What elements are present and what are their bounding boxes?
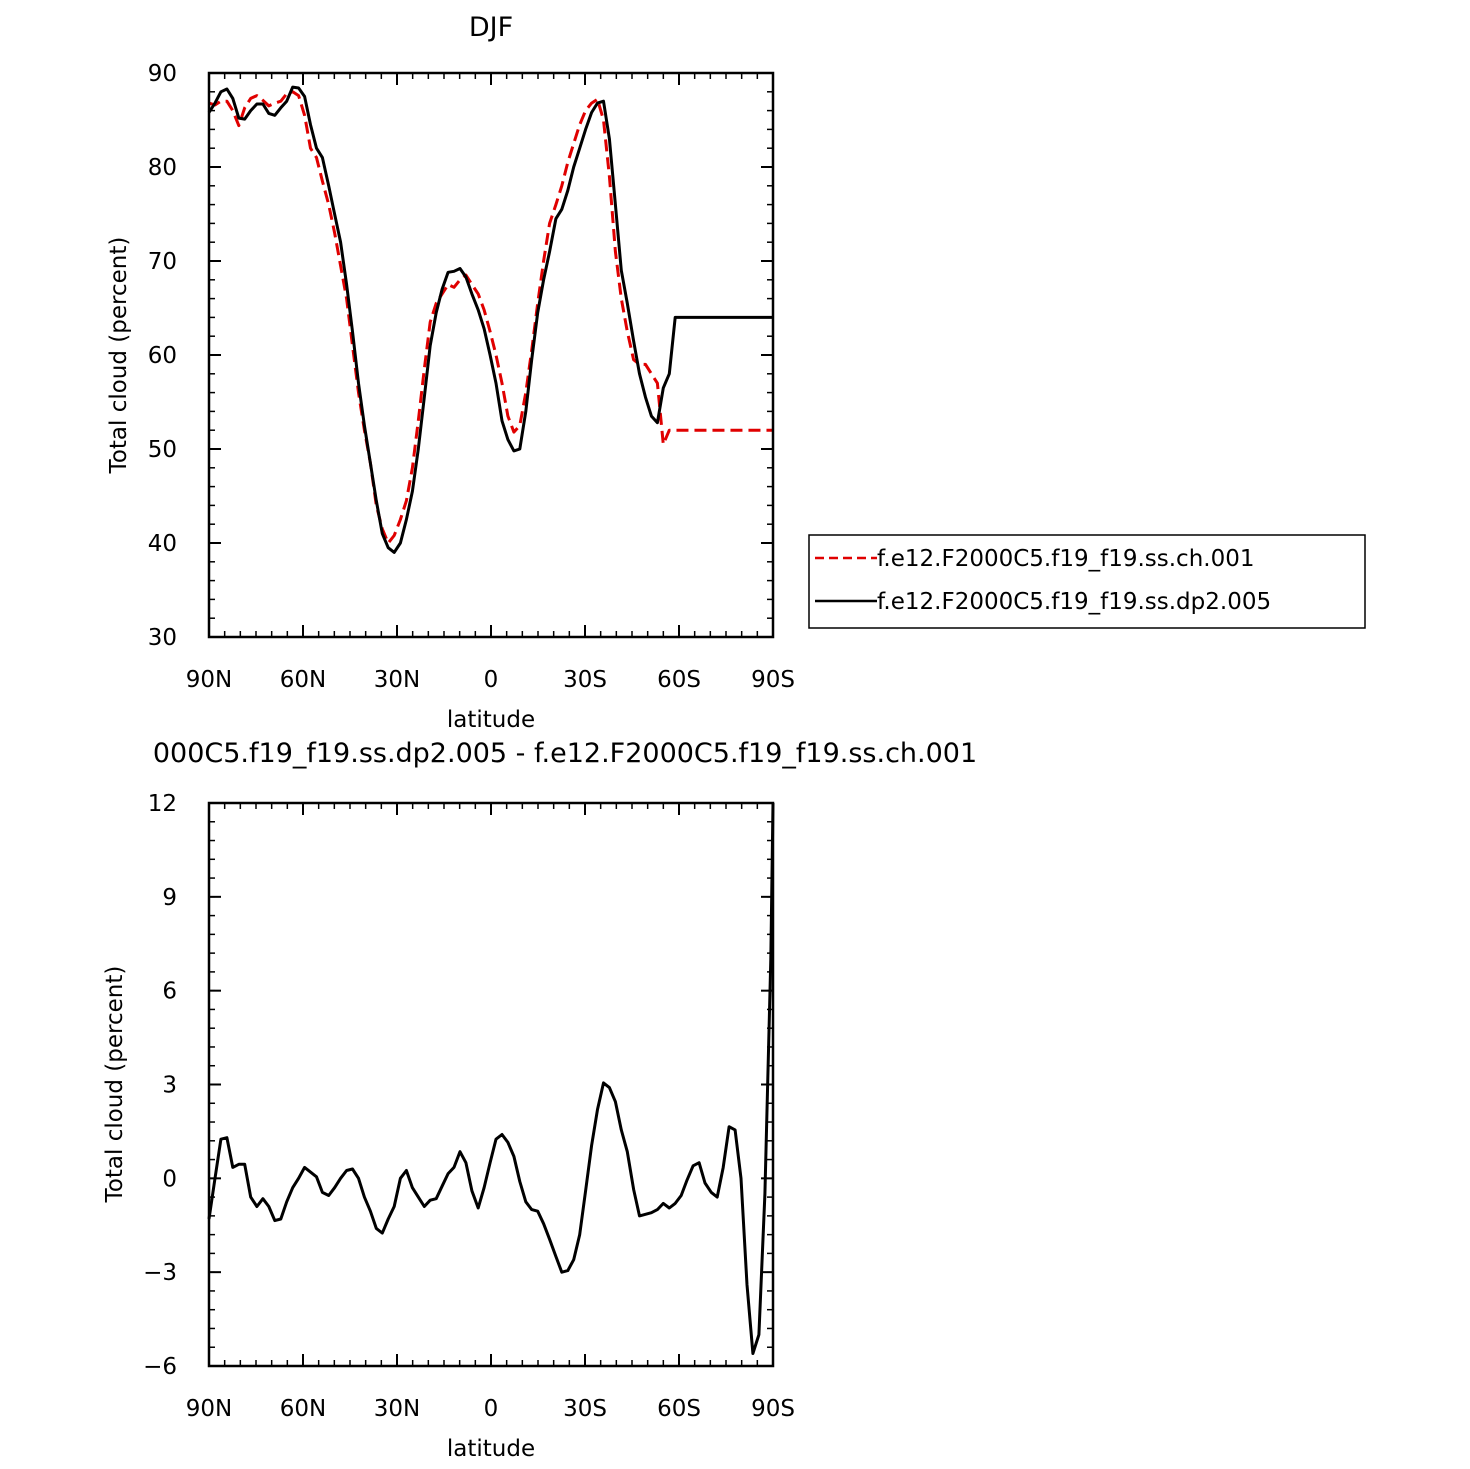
y-tick-label: 60 (148, 343, 177, 369)
x-tick-label: 90S (751, 1396, 795, 1422)
y-tick-label: 0 (162, 1166, 177, 1192)
x-axis-label: latitude (447, 707, 535, 733)
series-line-1 (208, 90, 773, 545)
y-tick-label: 3 (162, 1073, 177, 1099)
chart-title: DJF (469, 12, 513, 43)
y-tick-label: 9 (162, 885, 177, 911)
x-tick-label: 90N (186, 1396, 232, 1422)
x-tick-label: 30N (374, 667, 420, 693)
y-tick-label: 80 (148, 155, 177, 181)
legend-label-ch001: f.e12.F2000C5.f19_f19.ss.ch.001 (877, 546, 1254, 572)
x-tick-label: 60N (280, 667, 326, 693)
x-tick-label: 90S (751, 667, 795, 693)
y-tick-label: 50 (148, 437, 177, 463)
x-tick-label: 0 (484, 1396, 499, 1422)
series-lines (207, 802, 775, 1355)
plot-frame (207, 801, 775, 1368)
x-axis-label: latitude (447, 1436, 535, 1462)
legend-label-dp2005: f.e12.F2000C5.f19_f19.ss.dp2.005 (877, 589, 1271, 615)
legend-box (808, 534, 1366, 629)
series-line-1 (207, 802, 775, 1355)
top-line-chart: DJF Total cloud (percent) latitude 90N 60… (106, 12, 1366, 733)
y-tick-label: −3 (143, 1260, 177, 1286)
x-tick-label: 30S (563, 667, 607, 693)
axis-ticks: 90N 60N 30N 0 30S 60S 90S 30 40 50 60 70 80 90 (148, 61, 795, 693)
y-tick-label: 70 (148, 249, 177, 275)
plot-frame (207, 71, 775, 639)
y-axis-label: Total cloud (percent) (106, 237, 132, 475)
y-axis-label: Total cloud (percent) (102, 966, 128, 1204)
y-tick-label: 12 (148, 791, 177, 817)
y-tick-label: 40 (148, 531, 177, 557)
y-tick-label: 30 (148, 625, 177, 651)
axis-ticks: 90N 60N 30N 0 30S 60S 90S −6 −3 0 3 6 9 12 (143, 791, 795, 1422)
x-tick-label: 90N (186, 667, 232, 693)
x-tick-label: 60S (657, 1396, 701, 1422)
x-tick-label: 30S (563, 1396, 607, 1422)
series-lines (207, 85, 773, 554)
x-tick-label: 0 (484, 667, 499, 693)
legend: f.e12.F2000C5.f19_f19.ss.ch.001 f.e12.F2… (808, 534, 1366, 629)
y-tick-label: 90 (148, 61, 177, 87)
bottom-difference-chart: 000C5.f19_f19.ss.dp2.005 - f.e12.F2000C5… (102, 738, 977, 1462)
x-tick-label: 30N (374, 1396, 420, 1422)
series-line-2 (207, 85, 773, 554)
x-tick-label: 60N (280, 1396, 326, 1422)
y-tick-label: 6 (162, 979, 177, 1005)
x-tick-label: 60S (657, 667, 701, 693)
chart-title: 000C5.f19_f19.ss.dp2.005 - f.e12.F2000C5… (153, 738, 977, 769)
y-tick-label: −6 (143, 1354, 177, 1380)
